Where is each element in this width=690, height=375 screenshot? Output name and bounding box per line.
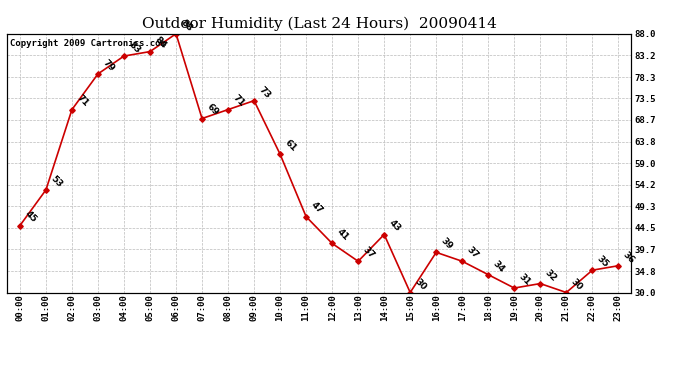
Text: 71: 71 [75, 93, 90, 109]
Text: 30: 30 [569, 277, 584, 292]
Title: Outdoor Humidity (Last 24 Hours)  20090414: Outdoor Humidity (Last 24 Hours) 2009041… [141, 17, 497, 31]
Text: 37: 37 [465, 245, 480, 261]
Text: 45: 45 [23, 210, 38, 225]
Text: 41: 41 [335, 227, 351, 243]
Text: 35: 35 [595, 254, 610, 269]
Text: 71: 71 [231, 93, 246, 109]
Text: 30: 30 [413, 277, 428, 292]
Text: 37: 37 [361, 245, 376, 261]
Text: 83: 83 [127, 40, 142, 55]
Text: 36: 36 [621, 250, 636, 265]
Text: 79: 79 [101, 58, 116, 73]
Text: 39: 39 [439, 236, 454, 252]
Text: 61: 61 [283, 138, 298, 153]
Text: 84: 84 [152, 36, 168, 51]
Text: 88: 88 [179, 18, 194, 33]
Text: 69: 69 [205, 102, 220, 118]
Text: 43: 43 [387, 218, 402, 234]
Text: 32: 32 [543, 268, 558, 283]
Text: 73: 73 [257, 85, 272, 100]
Text: 34: 34 [491, 259, 506, 274]
Text: 31: 31 [517, 272, 532, 287]
Text: 53: 53 [49, 174, 64, 189]
Text: Copyright 2009 Cartronics.com: Copyright 2009 Cartronics.com [10, 39, 166, 48]
Text: 47: 47 [309, 201, 324, 216]
